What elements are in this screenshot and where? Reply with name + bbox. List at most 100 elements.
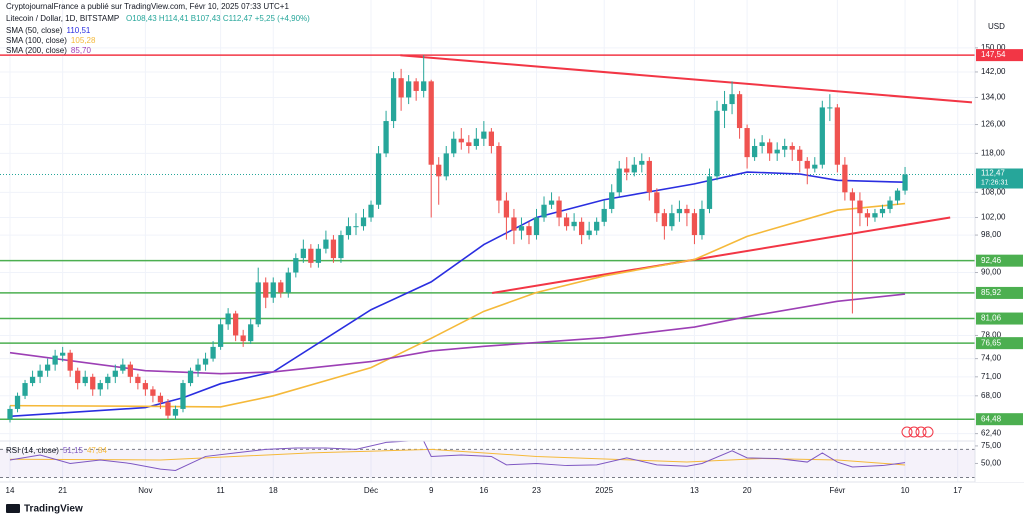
level-label: 64,48 — [981, 414, 1002, 423]
rsi-line — [9, 440, 906, 471]
candle-body — [240, 335, 246, 342]
sma-line — [9, 202, 906, 408]
y-tick-label: 90,00 — [981, 268, 1002, 277]
candle-body — [142, 383, 149, 390]
candle-body — [563, 217, 570, 227]
candle-body — [789, 145, 795, 150]
candle-body — [736, 94, 743, 129]
ohlc: O108,43 H114,41 B107,43 C112,47 +5,25 (+… — [126, 14, 310, 23]
candle-body — [360, 217, 367, 227]
candle-body — [466, 142, 472, 146]
candle-body — [285, 272, 291, 293]
candle-body — [556, 200, 562, 218]
candle-body — [210, 346, 216, 359]
candle-body — [744, 128, 750, 158]
candle-body — [782, 145, 788, 150]
x-tick-label: 17 — [953, 486, 962, 495]
candle-body — [751, 145, 758, 158]
candle-body — [511, 217, 517, 231]
candle-body — [368, 204, 374, 218]
candle-body — [67, 352, 73, 371]
candle-body — [75, 370, 81, 384]
candle-body — [609, 192, 615, 209]
candle-body — [571, 221, 577, 227]
x-tick-label: 18 — [269, 486, 278, 495]
candle-body — [842, 164, 848, 193]
candle-body — [774, 149, 780, 154]
sma-line — [9, 171, 906, 418]
level-label: 76,65 — [981, 338, 1002, 347]
sma-legend: SMA (100, close) — [6, 36, 67, 45]
candle-body — [29, 376, 36, 384]
candle-body — [353, 226, 359, 228]
candle-body — [488, 131, 495, 146]
rsi-tick-label: 75,00 — [981, 441, 1002, 450]
y-tick-label: 134,00 — [981, 93, 1006, 102]
brand: TradingView — [24, 504, 83, 515]
series — [9, 171, 906, 418]
candle-body — [661, 213, 667, 227]
level-label: 147,54 — [981, 50, 1006, 59]
candle-body — [172, 408, 179, 416]
rsi-band — [0, 449, 975, 478]
y-tick-label: 108,00 — [981, 187, 1006, 196]
candle-body — [797, 149, 803, 161]
candle-body — [180, 383, 186, 409]
rsi-panel: RSI (14, close) 51,15 47,84 — [0, 440, 975, 478]
candle-body — [278, 282, 284, 293]
candle-body — [120, 364, 126, 371]
candle-body — [330, 239, 337, 259]
sma-legend: SMA (50, close) — [6, 26, 63, 35]
y-tick-label: 126,00 — [981, 120, 1006, 129]
candle-body — [526, 226, 532, 236]
sma-legend-value: 110,51 — [66, 26, 90, 35]
symbol: Litecoin / Dollar, 1D, BITSTAMP — [6, 14, 119, 23]
candle-body — [225, 313, 231, 325]
candle-body — [150, 389, 156, 396]
candle-body — [308, 248, 314, 263]
currency: USD — [988, 22, 1005, 31]
candle-body — [202, 358, 209, 365]
sma-legend: SMA (200, close) — [6, 46, 67, 55]
candle-body — [127, 364, 133, 377]
candle-body — [864, 213, 871, 218]
x-tick-label: Déc — [364, 486, 378, 495]
candle-body — [676, 208, 683, 214]
candle-body — [233, 313, 239, 336]
logo — [6, 504, 20, 513]
x-tick-label: 14 — [6, 486, 15, 495]
x-tick-label: 9 — [429, 486, 434, 495]
axis: 14 21 Nov 11 18 Déc 9 16 23 2025 13 20 Févr 10 17 150,0… — [6, 43, 1023, 495]
y-tick-label: 71,00 — [981, 372, 1002, 381]
grid — [0, 0, 975, 482]
rsi-legend: RSI (14, close) — [6, 446, 59, 455]
x-tick-label: 23 — [532, 486, 541, 495]
level-label: 81,06 — [981, 314, 1002, 323]
x-tick-label: 16 — [479, 486, 488, 495]
candle-body — [345, 226, 352, 236]
level-badge — [976, 49, 1023, 62]
y-tick-label: 68,00 — [981, 391, 1002, 400]
candle-body — [721, 104, 728, 111]
legend: CryptojournalFrance a publié sur Trading… — [6, 2, 310, 55]
last-price-badge — [976, 168, 1023, 189]
candle-body — [458, 138, 464, 143]
candle-body — [804, 160, 810, 169]
candle-body — [82, 376, 88, 384]
y-tick-label: 62,40 — [981, 429, 1002, 438]
candle-body — [44, 364, 51, 371]
candle-body — [157, 395, 164, 403]
level-badge — [976, 337, 1023, 350]
candle-body — [52, 355, 58, 365]
candle-body — [872, 213, 878, 218]
y-tick-label: 150,00 — [981, 43, 1006, 52]
candle-body — [375, 153, 382, 205]
levels — [0, 54, 975, 420]
level-label: 92,46 — [981, 256, 1002, 265]
x-tick-label: 10 — [901, 486, 910, 495]
candle-body — [481, 131, 487, 139]
candle-body — [14, 395, 21, 409]
x-tick-label: 20 — [743, 486, 752, 495]
candle-body — [714, 110, 720, 177]
